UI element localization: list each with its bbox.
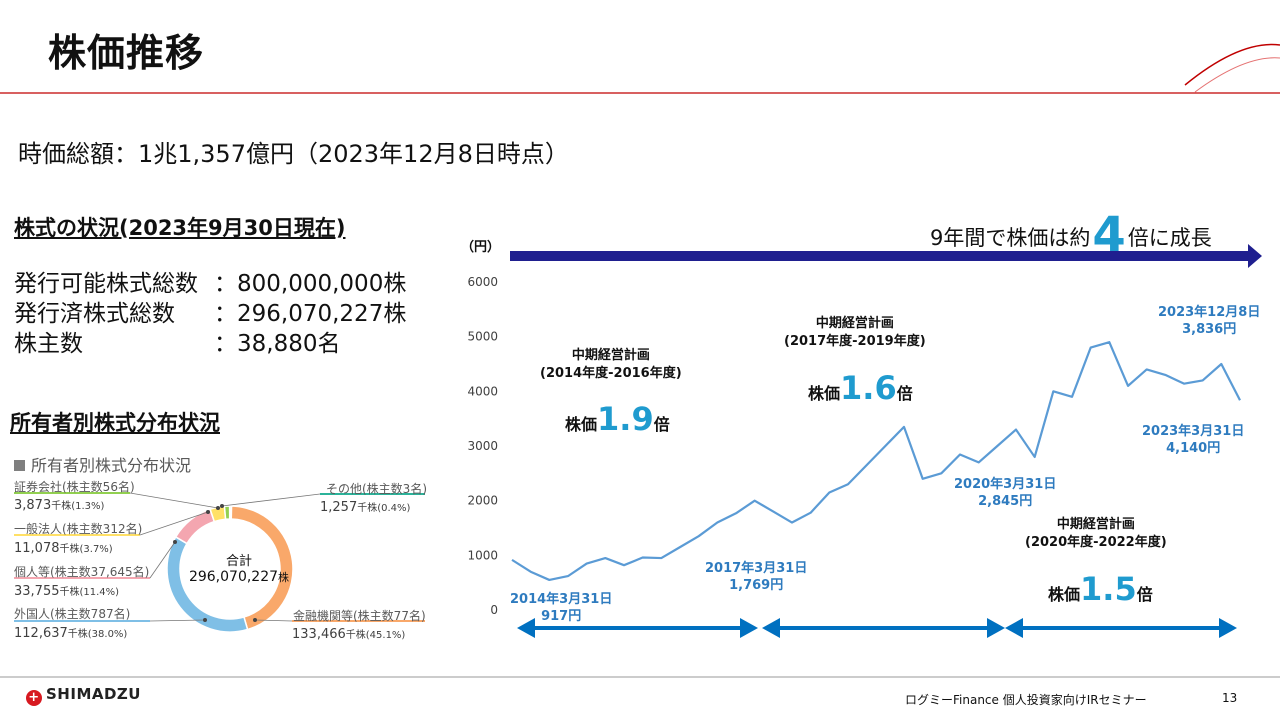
stat-row-shareholders: 株主数 ：38,880名 (14, 324, 340, 358)
stat-row-issued: 発行済株式総数 ：296,070,227株 (14, 294, 406, 328)
donut-center-caption: 合計 (225, 554, 252, 569)
y-tick-label: 2000 (467, 494, 498, 508)
price-line (511, 341, 1241, 582)
legend-label-securities: 証券会社(株主数56名) (14, 480, 135, 494)
banner-suffix: 倍に成長 (1127, 226, 1212, 250)
leader-line (149, 541, 176, 579)
leader-dot (206, 510, 210, 514)
leader-line (254, 619, 293, 622)
page-title: 株価推移 (48, 31, 205, 75)
donut-center-value: 296,070,227 (188, 569, 279, 585)
stat-label: 株主数 (14, 331, 83, 357)
y-axis-unit: （円） (461, 240, 501, 255)
y-tick-label: 3000 (467, 439, 498, 453)
period-arrowhead-right (987, 618, 1005, 638)
ownership-heading: 所有者別株式分布状況 (10, 411, 220, 435)
leader-dot (203, 618, 207, 622)
header-decoration (0, 43, 1280, 94)
square-icon (14, 460, 25, 471)
period-arrowhead-right (740, 618, 758, 638)
legend-label-individuals: 個人等(株主数37,645名) (14, 565, 150, 579)
shares-heading: 株式の状況(2023年9月30日現在) (14, 216, 346, 240)
y-tick-label: 5000 (467, 330, 498, 344)
donut-chart-title: 所有者別株式分布状況 (14, 452, 191, 476)
legend-label-financial: 金融機関等(株主数77名) (293, 609, 426, 623)
donut-center-total: 296,070,227株 (183, 569, 295, 585)
stat-label: 発行済株式総数 (14, 301, 175, 327)
period-arrowhead-left (762, 618, 780, 638)
stat-value: ：800,000,000株 (214, 271, 407, 297)
plan-label-2: 中期経営計画 (2017年度-2019年度) (784, 316, 926, 349)
legend-value-financial: 133,466千株(45.1%) (292, 627, 406, 642)
company-logo-text: SHIMADZU (46, 685, 141, 703)
leader-dot (173, 540, 177, 544)
donut-segment (174, 508, 216, 545)
page-number: 13 (1222, 691, 1238, 705)
donut-segment (223, 505, 231, 521)
annotation-2020: 2020年3月31日 2,845円 (954, 477, 1057, 509)
company-logo: + SHIMADZU (26, 685, 141, 706)
legend-value-foreign: 112,637千株(38.0%) (14, 626, 128, 641)
leader-dot (253, 618, 257, 622)
leader-line (149, 619, 206, 622)
donut-chart-title-text: 所有者別株式分布状況 (31, 456, 192, 475)
period-arrowhead-right (1219, 618, 1237, 638)
annotation-2023-12: 2023年12月8日 3,836円 (1158, 305, 1261, 337)
annotation-2017: 2017年3月31日 1,769円 (705, 561, 808, 593)
footer-text: ログミーFinance 個人投資家向けIRセミナー (905, 693, 1147, 707)
stock-price-chart: 0 1000 2000 3000 4000 5000 6000 (467, 244, 1262, 638)
donut-center-label: 合計 296,070,227株 (183, 550, 295, 585)
y-tick-label: 6000 (467, 275, 498, 289)
legend-value-corporations: 11,078千株(3.7%) (14, 541, 113, 556)
donut-chart (14, 492, 425, 633)
period-arrowhead-left (1005, 618, 1023, 638)
stat-label: 発行可能株式総数 (14, 271, 198, 297)
banner-arrow-shaft (510, 251, 1250, 261)
annotation-2014: 2014年3月31日 917円 (510, 592, 613, 624)
y-tick-label: 4000 (467, 384, 498, 398)
shimadzu-logo-icon: + (26, 690, 42, 706)
plan-multiplier-2: 株価1.6倍 (808, 369, 913, 407)
plan-multiplier-1: 株価1.9倍 (565, 400, 670, 438)
plan-label-1: 中期経営計画 (2014年度-2016年度) (540, 348, 682, 381)
legend-label-other: その他(株主数3名) (326, 482, 427, 496)
annotation-2023-03: 2023年3月31日 4,140円 (1142, 424, 1245, 456)
plan-label-3: 中期経営計画 (2020年度-2022年度) (1025, 517, 1167, 550)
stat-value: ：38,880名 (214, 331, 341, 357)
growth-banner: 9年間で株価は約4倍に成長 (930, 207, 1212, 263)
stat-row-authorized: 発行可能株式総数 ：800,000,000株 (14, 264, 406, 298)
footer-divider (0, 676, 1280, 678)
period-arrowhead-left (517, 618, 535, 638)
leader-line (221, 493, 321, 507)
legend-value-securities: 3,873千株(1.3%) (14, 498, 105, 513)
market-cap-text: 時価総額：1兆1,357億円（2023年12月8日時点） (18, 140, 569, 168)
leader-dot (220, 504, 224, 508)
legend-value-other: 1,257千株(0.4%) (320, 500, 411, 515)
donut-center-unit: 株 (278, 571, 290, 584)
banner-prefix: 9年間で株価は約 (930, 226, 1091, 250)
y-tick-label: 0 (490, 603, 498, 617)
stat-value: ：296,070,227株 (214, 301, 407, 327)
legend-label-corporations: 一般法人(株主数312名) (14, 522, 143, 536)
plan-multiplier-3: 株価1.5倍 (1048, 570, 1153, 608)
legend-label-foreign: 外国人(株主数787名) (14, 607, 131, 621)
leader-dot (216, 506, 220, 510)
leader-line (129, 492, 219, 509)
legend-value-individuals: 33,755千株(11.4%) (14, 584, 120, 599)
banner-arrowhead (1248, 244, 1262, 268)
leader-line (139, 511, 209, 536)
y-tick-label: 1000 (467, 548, 498, 562)
